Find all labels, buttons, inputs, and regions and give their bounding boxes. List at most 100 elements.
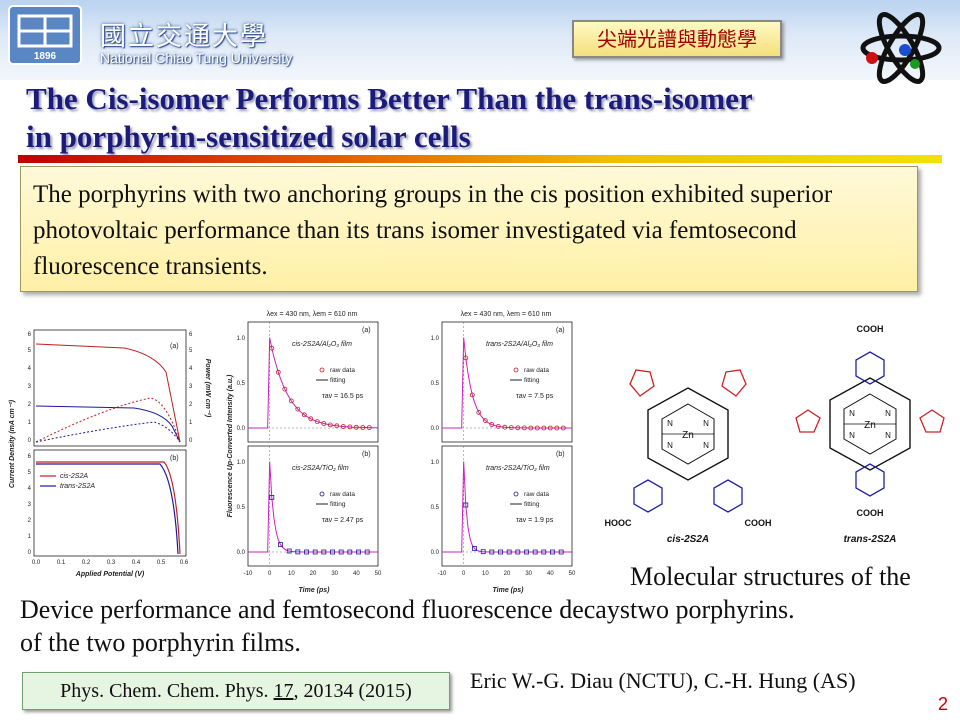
fluor-raw-point <box>498 549 503 555</box>
fluor-fit-curve-3 <box>248 461 378 553</box>
fluor-sample-label-4: trans-2S2A/TiO₂ film <box>486 465 550 472</box>
slide-header: 1896 國立交通大學 National Chiao Tung Universi… <box>0 0 960 84</box>
fluor-tau-label-2: τav = 7.5 ps <box>516 393 554 400</box>
fluor-ytick: 0.0 <box>237 426 246 432</box>
fluor-sample-label-1: cis-2S2A/Al₂O₃ film <box>292 341 352 348</box>
fluor-raw-point <box>489 422 495 427</box>
device-rtick-3: 3 <box>189 384 193 390</box>
fluor-raw-point <box>327 422 333 428</box>
fluor-raw-point <box>541 549 547 555</box>
fluor-xtick: 40 <box>547 571 554 577</box>
fluor-panel-4: (b) trans-2S2A/TiO₂ film raw data fitting τa… <box>431 445 576 577</box>
summary-box: The porphyrins with two anchoring groups… <box>20 166 918 292</box>
citation-journal: Phys. Chem. Chem. Phys. <box>60 680 269 702</box>
citation-volume: 17 <box>273 680 294 702</box>
fluor-fit-label-4: fitting <box>524 501 540 508</box>
fluor-raw-point <box>541 425 547 431</box>
page-number: 2 <box>938 694 949 714</box>
fluor-panel-1: (a) cis-2S2A/Al₂O₃ film raw data fitting τav… <box>237 321 379 443</box>
cis-power-curve <box>35 397 181 443</box>
fluor-excitation-right: λex = 430 nm, λem = 610 nm <box>461 311 552 318</box>
fluor-raw-point <box>338 549 344 555</box>
fluor-x-label-right: Time (ps) <box>493 587 525 594</box>
fluor-raw-point <box>476 410 482 415</box>
device-rtick-4: 4 <box>189 366 193 372</box>
device-xtick-5: 0.5 <box>157 560 166 566</box>
device-x-label: Applied Potential (V) <box>75 571 145 578</box>
fluor-y-label: Fluorescence Up-Converted Intensity (a.u… <box>227 374 234 517</box>
fluor-raw-point <box>495 424 501 429</box>
device-xtick-4: 0.4 <box>132 560 141 566</box>
trans-zn-label: Zn <box>864 420 876 431</box>
device-rtick-2: 2 <box>189 402 193 408</box>
fluor-raw-point <box>356 549 361 555</box>
device-legend-cis: cis-2S2A <box>60 473 88 480</box>
fluor-ytick: 0.0 <box>237 550 246 556</box>
device-panel-a-label: (a) <box>170 343 179 350</box>
fluor-raw-point <box>347 549 353 555</box>
fluor-ytick: 0.5 <box>237 381 246 387</box>
device-rtick-6: 6 <box>189 332 193 338</box>
fluor-raw-point <box>330 549 335 555</box>
device-ytick-b-2: 2 <box>28 518 32 524</box>
fluor-ytick: 0.5 <box>237 505 246 511</box>
device-xtick-1: 0.1 <box>57 560 66 566</box>
fluor-ytick: 0.5 <box>431 381 440 387</box>
fluor-raw-label-4: raw data <box>524 491 549 498</box>
device-performance-figure: (a) (b) 0 1 2 3 4 5 6 0 1 2 3 4 5 6 0 1 … <box>9 329 211 578</box>
fluor-ytick: 0.0 <box>431 426 440 432</box>
fluor-xtick: 50 <box>569 571 576 577</box>
title-line-2: in porphyrin-sensitized solar cells <box>26 119 471 154</box>
slide-title: The Cis-isomer Performs Better Than the … <box>26 80 936 156</box>
device-ytick-b-1: 1 <box>28 534 32 540</box>
fluor-xtick: 0 <box>462 571 466 577</box>
fluor-panel-tag-1: (a) <box>362 327 371 334</box>
fluor-raw-point <box>347 424 353 430</box>
fluor-raw-point <box>534 425 540 431</box>
logo-year: 1896 <box>34 51 57 62</box>
fluor-tau-label-1: τav = 16.5 ps <box>322 393 364 400</box>
fluor-raw-point <box>469 392 475 398</box>
fluor-raw-point <box>353 424 359 430</box>
university-logo-icon: 1896 <box>8 5 82 65</box>
cis-structure-label: cis-2S2A <box>667 534 709 545</box>
fluor-xtick: 20 <box>310 571 317 577</box>
fluor-fit-curve-1 <box>248 337 379 429</box>
university-name-en: National Chiao Tung University <box>100 50 293 66</box>
device-y-left-label: Current Density (mA cm⁻²) <box>9 399 16 488</box>
fluor-raw-point <box>301 412 307 418</box>
fluor-raw-point <box>269 494 275 500</box>
fluor-tau-label-4: τav = 1.9 ps <box>516 517 554 524</box>
fluor-raw-point <box>340 424 346 429</box>
fluor-raw-point <box>463 355 469 361</box>
fluor-raw-point <box>364 549 370 555</box>
fluor-xtick: 10 <box>482 571 489 577</box>
fluor-fit-curve-4 <box>442 461 572 553</box>
cis-cooh-label: COOH <box>745 518 772 528</box>
fluor-raw-point <box>515 549 521 555</box>
fluor-fit-label-3: fitting <box>330 501 346 508</box>
trans-power-curve <box>35 421 181 443</box>
cis-zn-label: Zn <box>682 430 694 441</box>
fluor-raw-point <box>312 549 318 555</box>
device-ytick-a-1: 1 <box>28 420 32 426</box>
fluor-raw-point <box>334 423 340 429</box>
citation-pages: , 20134 (2015) <box>293 680 412 702</box>
fluor-fit-curve-2 <box>442 337 572 429</box>
fluor-panel-tag-2: (a) <box>556 327 565 334</box>
citation-box: Phys. Chem. Chem. Phys. 17, 20134 (2015) <box>22 672 450 710</box>
device-rtick-5: 5 <box>189 348 193 354</box>
fluor-raw-point <box>558 549 564 555</box>
fluor-raw-point <box>314 419 320 424</box>
device-ytick-b-3: 3 <box>28 502 32 508</box>
fluor-ytick: 1.0 <box>431 460 440 466</box>
cis-jv-curve-b <box>36 461 181 555</box>
fluor-xtick: 0 <box>268 571 272 577</box>
cis-jv-curve <box>35 343 181 443</box>
cis-n-label-2: N <box>703 419 709 428</box>
cis-hooc-label: HOOC <box>605 518 633 528</box>
fluor-raw-point <box>528 425 534 431</box>
fluor-fit-label-1: fitting <box>330 377 346 384</box>
fluorescence-decay-figure: λex = 430 nm, λem = 610 nm λex = 430 nm,… <box>227 311 576 594</box>
device-panel-b-label: (b) <box>170 455 179 462</box>
